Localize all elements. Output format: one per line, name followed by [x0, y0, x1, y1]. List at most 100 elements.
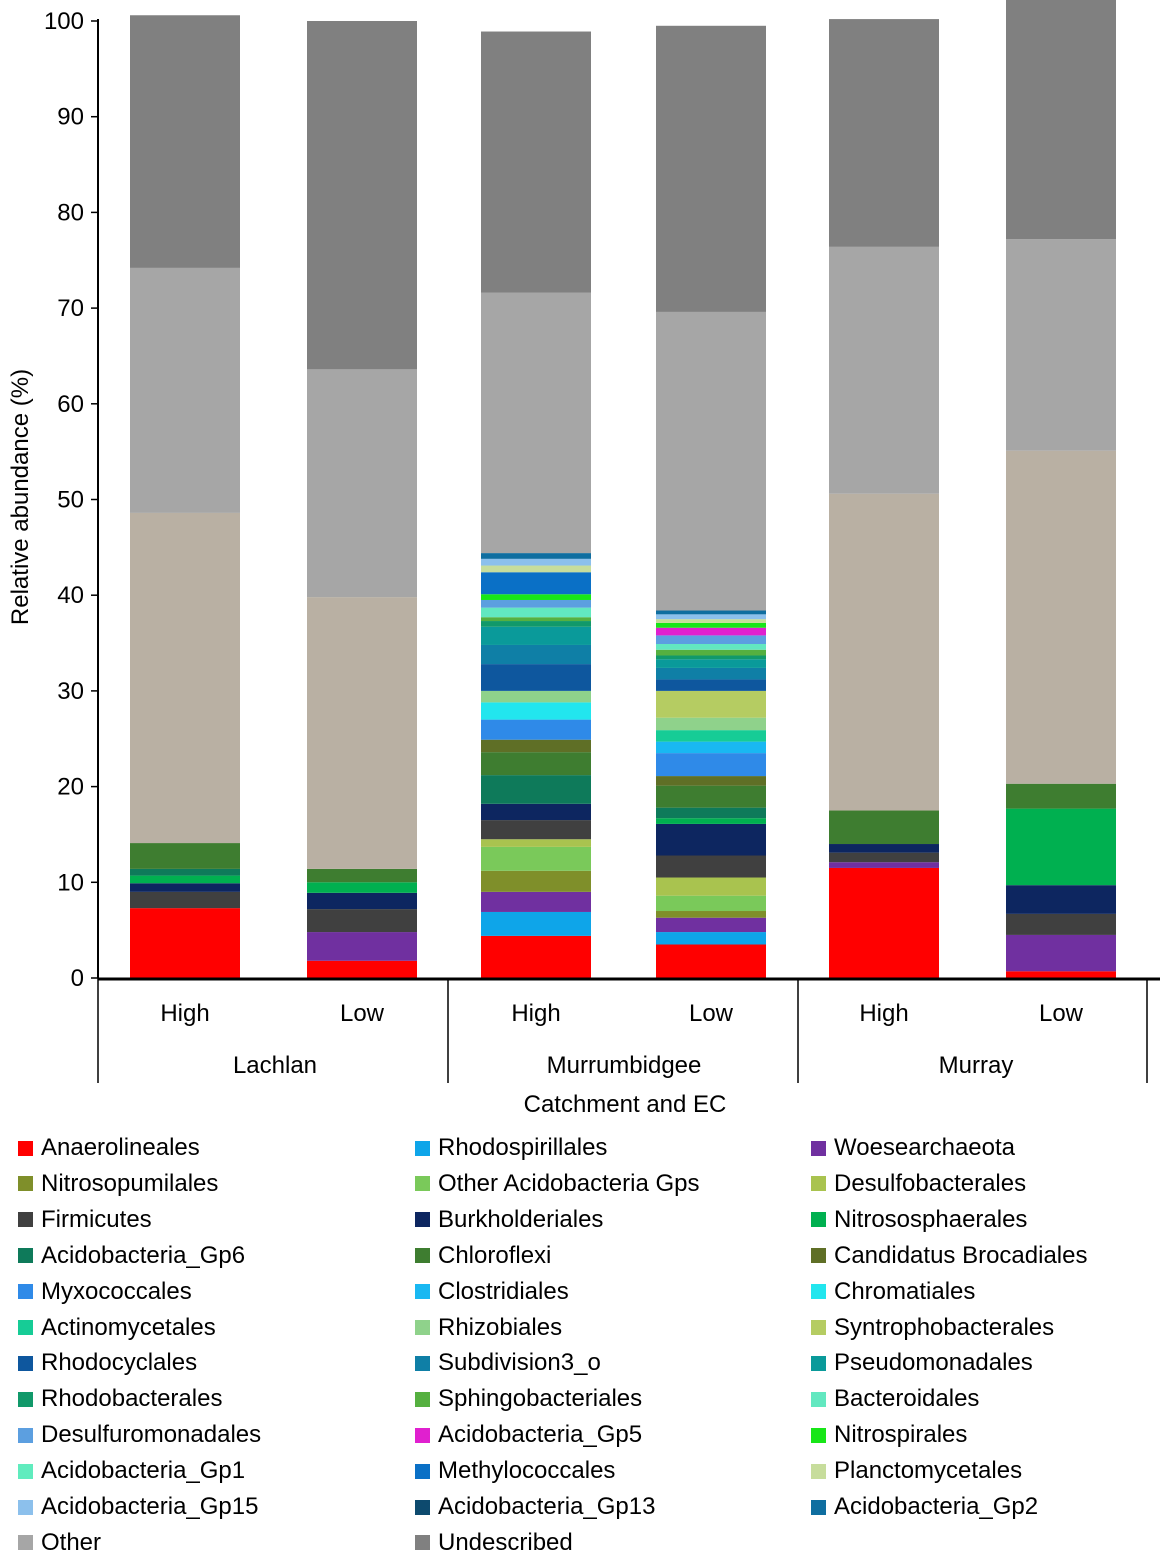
bar-segment-firmicutes — [1006, 913, 1116, 935]
legend-swatch — [811, 1284, 826, 1300]
legend-item: Firmicutes — [18, 1202, 152, 1238]
legend-item: Burkholderiales — [415, 1202, 603, 1238]
bar-segment-firmicutes — [130, 891, 240, 909]
bar-segment-firmicutes — [481, 820, 591, 840]
legend-item: Acidobacteria_Gp1 — [18, 1453, 245, 1489]
bar-segment-chloroflexi — [1006, 783, 1116, 809]
legend-swatch — [811, 1355, 826, 1371]
x-group-label: Lachlan — [233, 1052, 317, 1079]
legend-label: Actinomycetales — [41, 1313, 216, 1341]
y-axis: 0 10 20 30 40 50 60 70 80 90 100 — [44, 8, 99, 992]
legend-swatch — [415, 1248, 430, 1264]
legend-item: Other — [18, 1525, 101, 1561]
bar-segment-acidobacteria-gp6 — [481, 775, 591, 804]
x-axis-title: Catchment and EC — [524, 1091, 727, 1118]
bar-stack-4 — [656, 25, 766, 978]
legend-label: Nitrososphaerales — [834, 1205, 1028, 1233]
legend-swatch — [811, 1320, 826, 1335]
legend-item: Methylococcales — [415, 1453, 615, 1489]
legend-item: Acidobacteria_Gp2 — [811, 1489, 1038, 1525]
legend-item: Undescribed — [415, 1525, 573, 1561]
bar-segment-actinomycetales — [656, 730, 766, 742]
legend-item: Nitrospirales — [811, 1417, 967, 1453]
legend-item: Nitrososphaerales — [811, 1202, 1027, 1238]
legend-label: Clostridiales — [438, 1277, 569, 1305]
bar-segment-rhodocyclales — [481, 664, 591, 691]
y-tick-label: 50 — [57, 487, 84, 514]
legend-swatch — [811, 1427, 826, 1443]
bar-segment-other — [481, 292, 591, 554]
legend-swatch — [811, 1391, 826, 1407]
legend-label: Acidobacteria_Gp13 — [438, 1493, 656, 1520]
bar-stack-1 — [130, 15, 240, 978]
legend-label: Subdivision3_o — [438, 1349, 601, 1377]
bar-segment-anaerolineales — [656, 944, 766, 978]
bar-segment-burkholderiales — [829, 844, 939, 853]
bar-segment-burkholderiales — [481, 803, 591, 821]
legend-label: Nitrospirales — [834, 1421, 968, 1449]
bar-segment-anaerolineales — [1006, 971, 1116, 978]
legend-swatch — [18, 1355, 33, 1371]
bar-segment-rhizobiales — [656, 717, 766, 731]
bar-segment-nitrosopumilales — [656, 911, 766, 918]
legend-item: Anaerolineales — [18, 1130, 200, 1166]
legend-label: Chromatiales — [834, 1277, 976, 1305]
bar-segment-acidobacteria-gp15 — [481, 558, 591, 566]
legend-swatch — [415, 1140, 430, 1156]
legend-item: Syntrophobacterales — [811, 1310, 1054, 1346]
bar-segment-firmicutes — [307, 909, 417, 933]
y-axis-title: Relative abundance (%) — [7, 369, 34, 625]
legend-swatch — [415, 1355, 430, 1371]
legend-swatch — [18, 1248, 33, 1264]
x-category-label: Low — [1039, 1000, 1084, 1027]
bar-segment-syntrophobacterales — [656, 690, 766, 718]
legend-swatch — [18, 1176, 33, 1192]
legend-label: Candidatus Brocadiales — [834, 1241, 1088, 1269]
bar-segment-nitrososphaerales — [656, 818, 766, 824]
bar-segment-chloroflexi — [481, 752, 591, 776]
x-category-label: Low — [689, 1000, 734, 1027]
legend-item: Rhodobacterales — [18, 1381, 222, 1417]
bar-segment-rhodobacterales — [481, 621, 591, 627]
y-tick-label: 60 — [57, 391, 84, 418]
legend-label: Rhodospirillales — [438, 1134, 608, 1161]
bar-segment-undescribed — [829, 19, 939, 247]
legend-item: Planctomycetales — [811, 1453, 1022, 1489]
bar-segment-firmicutes — [656, 855, 766, 878]
bar-segment-planctomycetales — [481, 565, 591, 573]
x-category-label: High — [160, 1000, 209, 1027]
bar-segment-acidobacteria-gp2 — [481, 553, 591, 559]
bar-segment-burkholderiales — [656, 823, 766, 856]
bar-segment-woesearchaeota — [307, 932, 417, 961]
bar-segment-nitrososphaerales — [1006, 808, 1116, 886]
bar-segment-undescribed — [130, 15, 240, 268]
bar-segment-burkholderiales — [307, 892, 417, 910]
legend-swatch — [18, 1391, 33, 1407]
legend-swatch — [415, 1463, 430, 1479]
bar-segment-unlisted — [307, 597, 417, 869]
bar-segment-bacteroidales — [656, 644, 766, 650]
bar-segment-acidobacteria-gp2 — [656, 610, 766, 615]
legend-item: Pseudomonadales — [811, 1345, 1033, 1381]
legend-swatch — [18, 1212, 33, 1228]
bar-segment-woesearchaeota — [1006, 934, 1116, 972]
bar-stack-3 — [481, 31, 591, 978]
bar-segment-desulfobacterales — [656, 877, 766, 896]
bar-segment-pseudomonadales — [656, 659, 766, 668]
legend-swatch — [415, 1427, 430, 1443]
legend-swatch — [415, 1212, 430, 1228]
bar-segment-acidobacteria-gp6 — [130, 868, 240, 876]
bar-segment-anaerolineales — [829, 867, 939, 978]
legend-label: Rhodocyclales — [41, 1349, 198, 1377]
legend-swatch — [18, 1463, 33, 1479]
bar-segment-anaerolineales — [481, 935, 591, 978]
y-tick-label: 80 — [57, 199, 84, 226]
bar-segment-chloroflexi — [130, 843, 240, 869]
bar-segment-desulfobacterales — [481, 839, 591, 847]
y-tick-label: 70 — [57, 295, 84, 322]
legend-item: Acidobacteria_Gp5 — [415, 1417, 642, 1453]
bar-segment-woesearchaeota — [829, 862, 939, 868]
bar-segment-unlisted — [829, 493, 939, 811]
legend-label: Bacteroidales — [834, 1385, 980, 1413]
legend-label: Chloroflexi — [438, 1241, 552, 1269]
